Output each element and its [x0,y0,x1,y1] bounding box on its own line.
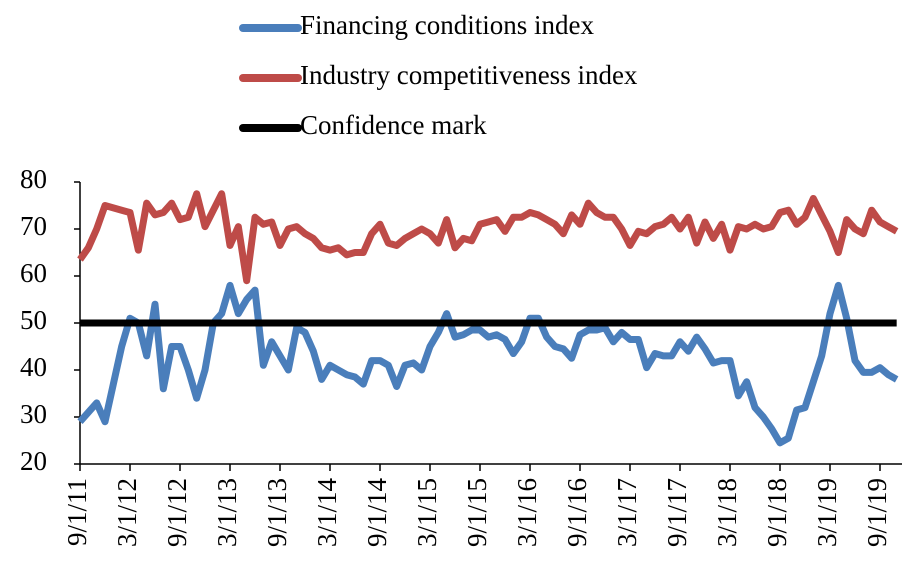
x-tick-label: 9/1/18 [762,478,792,547]
series-line [77,281,899,447]
x-tick-label: 9/1/16 [562,478,592,547]
y-tick-label: 30 [20,399,47,429]
y-tick-label: 60 [20,258,47,288]
x-tick-label: 3/1/18 [712,478,742,547]
legend-label: Confidence mark [300,110,487,140]
x-tick-label: 9/1/15 [462,478,492,547]
series-line [77,190,899,285]
x-tick-label: 3/1/13 [212,478,242,547]
x-tick-label: 3/1/12 [112,478,142,547]
y-tick-label: 80 [20,164,47,194]
x-tick-label: 9/1/13 [262,478,292,547]
x-tick-label: 9/1/12 [162,478,192,547]
x-tick-label: 3/1/16 [512,478,542,547]
y-tick-label: 40 [20,352,47,382]
y-tick-label: 50 [20,305,47,335]
legend-label: Industry competitiveness index [300,60,638,90]
x-tick-label: 9/1/17 [662,478,692,547]
x-tick-label: 9/1/11 [62,478,92,546]
x-tick-label: 9/1/19 [862,478,892,547]
y-tick-label: 70 [20,211,47,241]
legend-label: Financing conditions index [300,10,594,40]
y-tick-label: 20 [20,446,47,476]
x-tick-label: 3/1/14 [312,478,342,548]
x-tick-label: 3/1/17 [612,478,642,547]
x-tick-label: 3/1/15 [412,478,442,547]
x-tick-label: 3/1/19 [812,478,842,547]
x-tick-label: 9/1/14 [362,478,392,548]
